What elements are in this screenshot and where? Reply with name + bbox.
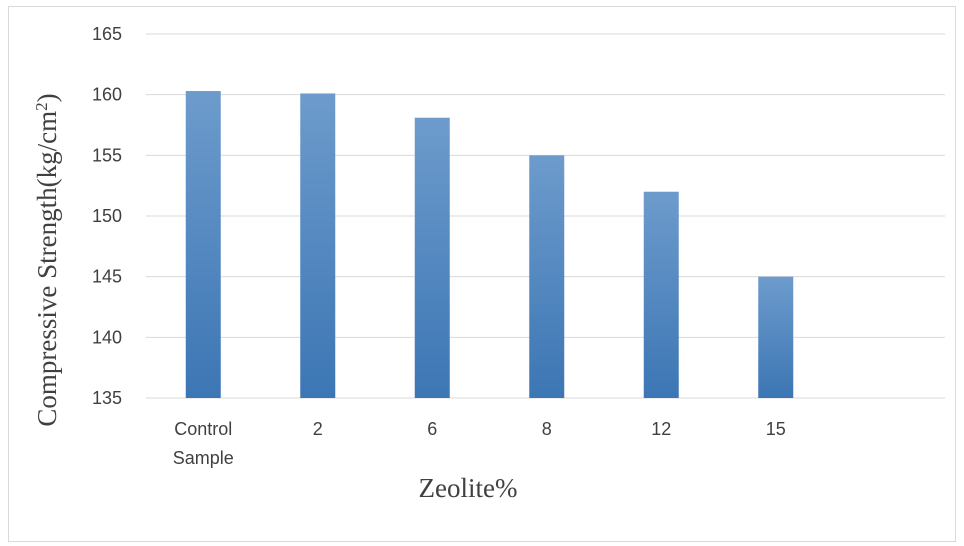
y-tick-label: 150 (92, 206, 122, 226)
y-tick-label: 145 (92, 267, 122, 287)
y-tick-label: 165 (92, 24, 122, 44)
y-tick-label: 155 (92, 145, 122, 165)
x-tick-label-line: Control (174, 419, 232, 439)
x-tick-label-line: 15 (766, 419, 786, 439)
x-tick-label-line: 12 (651, 419, 671, 439)
y-tick-label: 140 (92, 327, 122, 347)
x-tick-label-line: 6 (427, 419, 437, 439)
y-axis-title-close: ) (32, 93, 62, 102)
y-tick-label: 135 (92, 388, 122, 408)
y-axis-title-main: Compressive Strength(kg/cm (32, 111, 62, 427)
x-tick-label: 6 (427, 419, 437, 439)
y-tick-labels: 135 140 145 150 155 160 165 (92, 24, 122, 408)
bar (185, 91, 221, 398)
y-axis-title-superscript: 2 (32, 102, 51, 111)
x-tick-label-line: Sample (173, 448, 234, 468)
bar (300, 93, 336, 398)
bar (529, 155, 565, 398)
x-tick-label: 2 (313, 419, 323, 439)
bars (185, 91, 794, 398)
x-tick-label: 8 (542, 419, 552, 439)
bar (643, 191, 679, 398)
x-tick-label: 12 (651, 419, 671, 439)
chart-frame (8, 6, 956, 542)
y-tick-label: 160 (92, 85, 122, 105)
bar (758, 276, 794, 398)
y-axis-title: Compressive Strength(kg/cm2) (32, 93, 63, 426)
x-tick-label-line: 8 (542, 419, 552, 439)
x-tick-label: Control Sample (173, 419, 234, 468)
x-tick-label-line: 2 (313, 419, 323, 439)
x-tick-label: 15 (766, 419, 786, 439)
bar (414, 117, 450, 398)
x-tick-labels: Control Sample 2 6 8 12 15 (173, 419, 786, 468)
x-axis-title: Zeolite% (419, 473, 518, 503)
